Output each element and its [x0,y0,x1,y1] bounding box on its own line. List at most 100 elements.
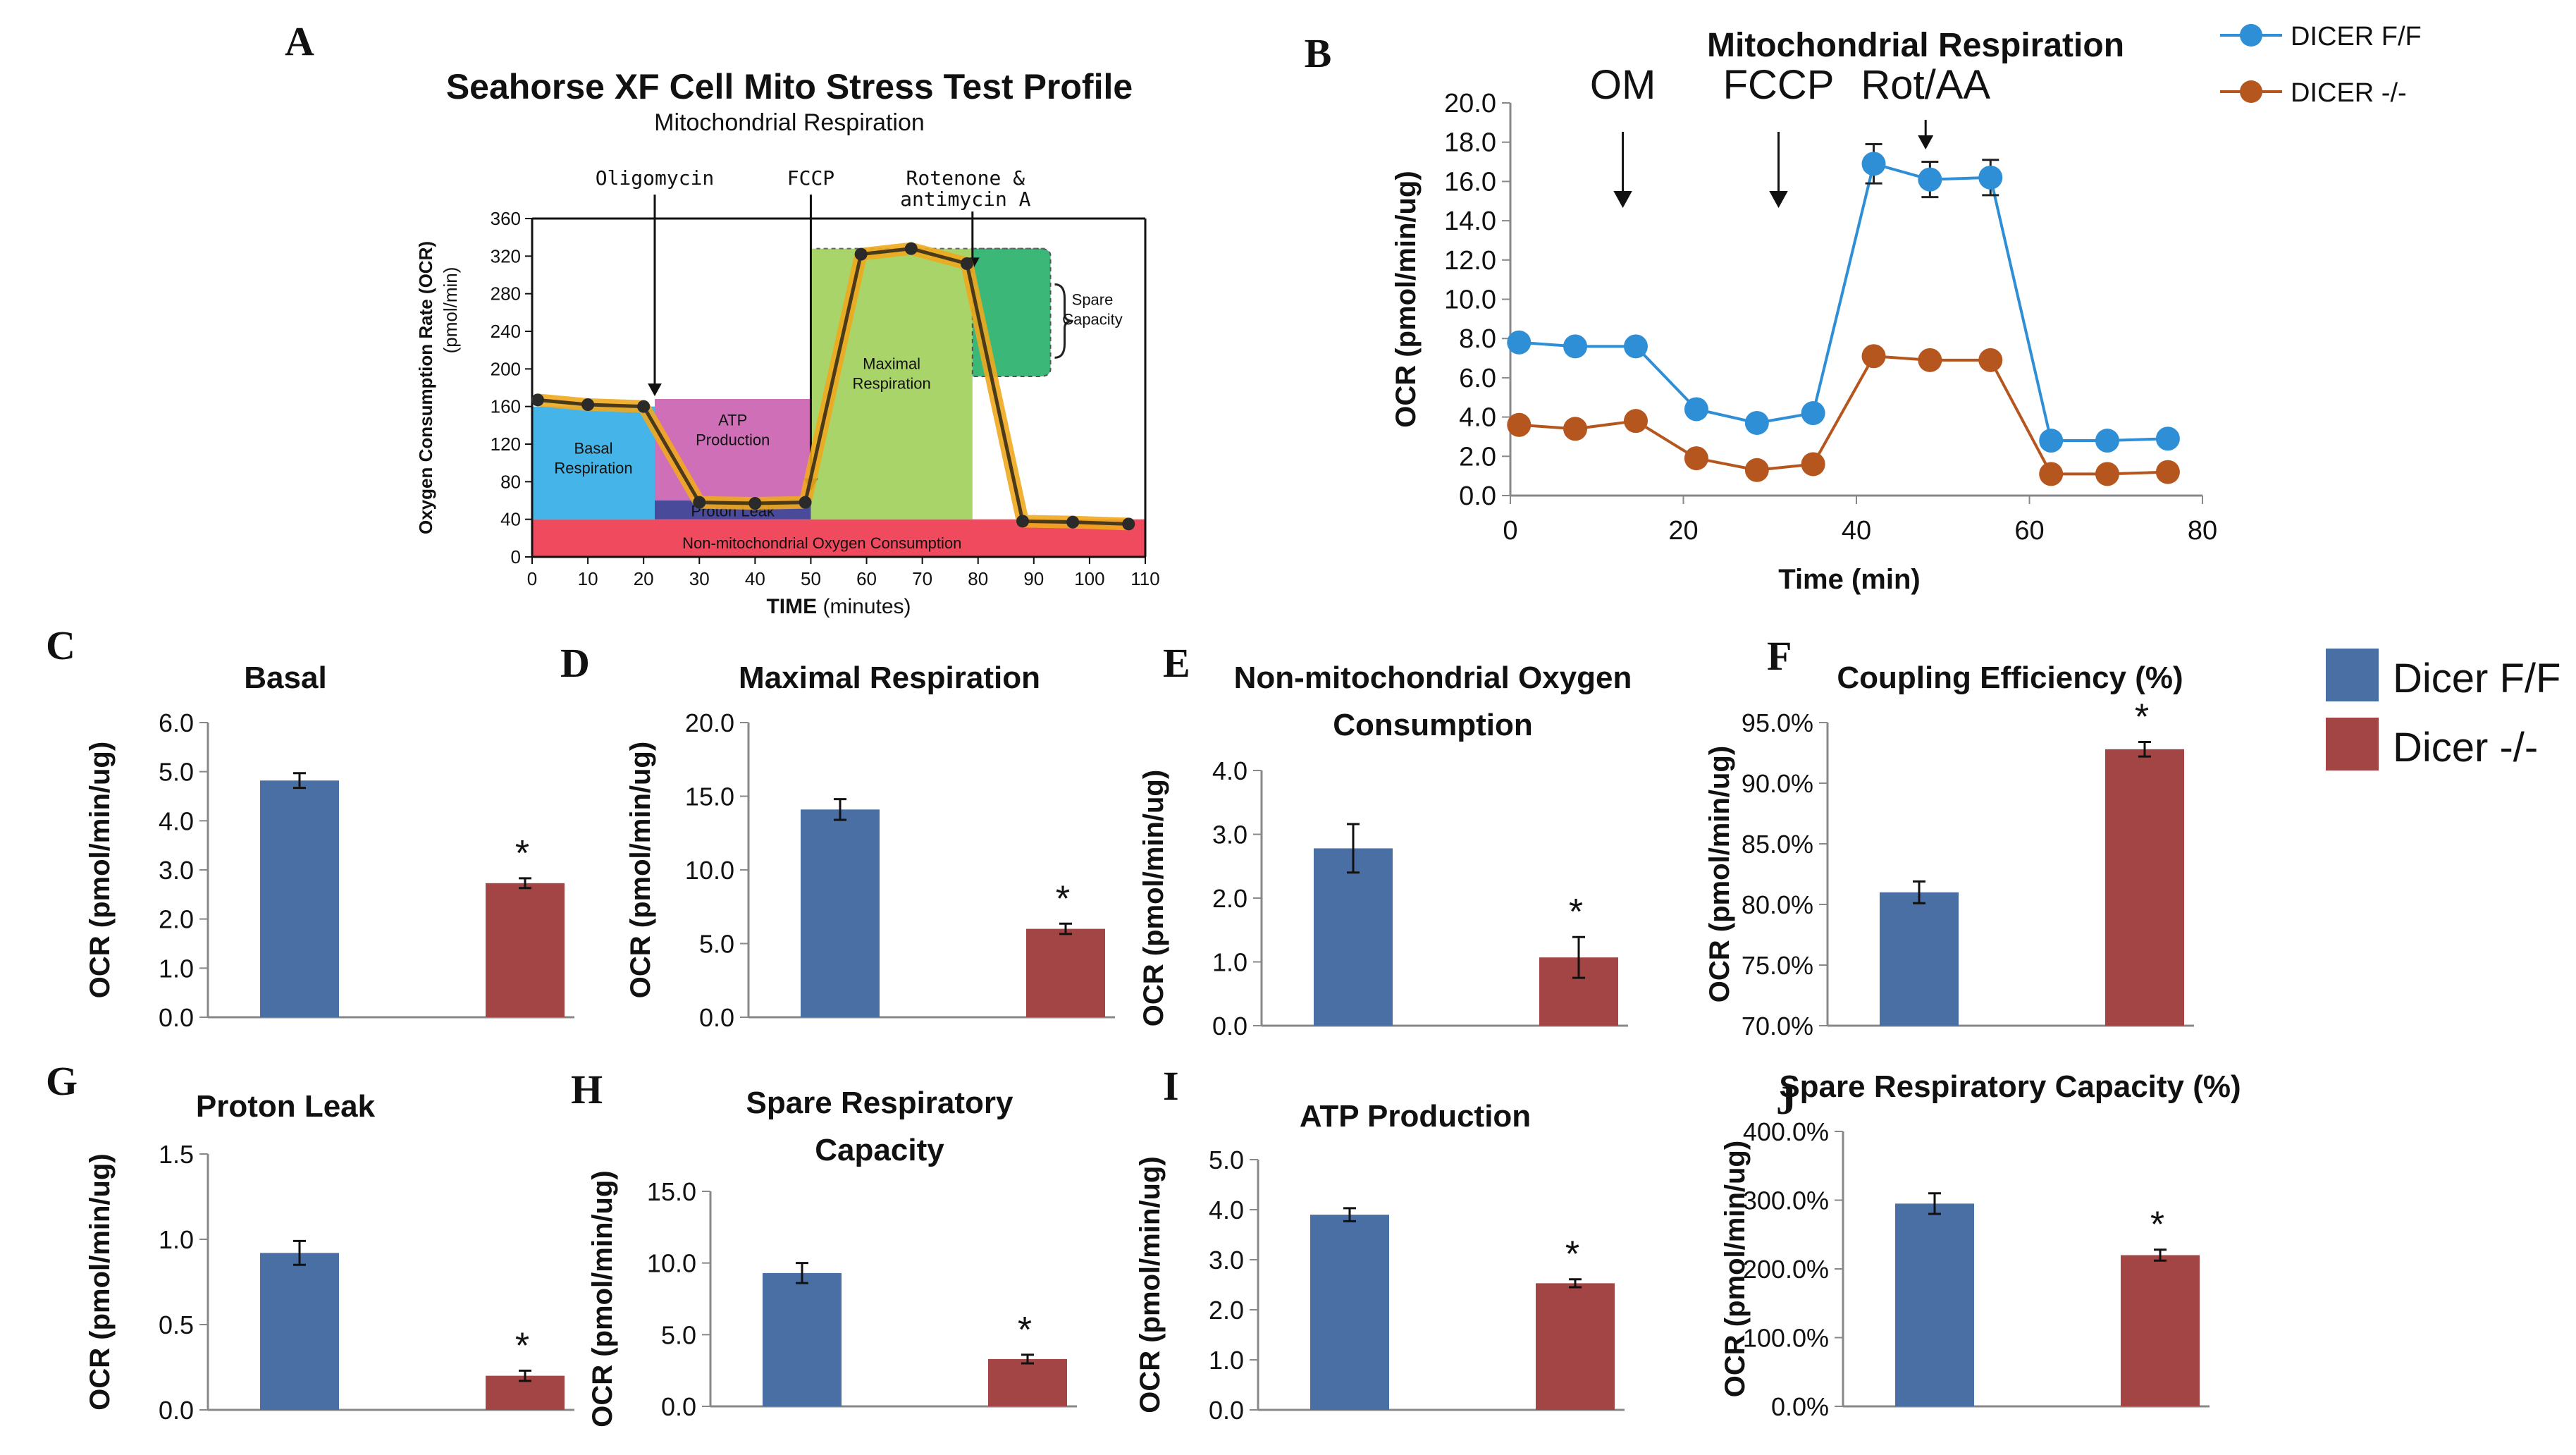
legend-label-1: DICER -/- [2291,78,2407,108]
y-tick-label-b: 10.0 [1444,286,1496,315]
panel-c: C Basal 0.0 1.0 2.0 3.0 4.0 5.0 6.0 OCR (pmol/min… [46,622,574,1032]
y-tick-label-a: 80 [500,471,521,492]
y-tick-label-a: 120 [491,434,521,455]
y-tick-label-b: 2.0 [1459,442,1496,472]
region-label-spare: Spare [1072,291,1114,309]
y-tick-label: 75.0% [1742,951,1813,980]
series-point-1 [1507,412,1532,437]
y-tick-label: 6.0 [159,708,194,737]
significance-star: * [1056,878,1070,919]
y-tick-label-a: 280 [491,283,521,305]
y-axis-label-h: OCR (pmol/min/ug) [587,1170,618,1427]
y-tick-label: 10.0 [647,1249,696,1278]
y-tick-label-b: 20.0 [1444,89,1496,118]
panel-label-g: G [46,1058,78,1104]
significance-star: * [2135,697,2149,738]
x-tick-label-a: 0 [527,568,537,589]
x-tick-label-a: 60 [856,568,877,589]
y-tick-label: 3.0 [1212,821,1247,849]
chart-title-d: Maximal Respiration [739,661,1040,695]
y-tick-label: 10.0 [685,856,734,885]
bar-dicer-ko [2105,749,2184,1026]
series-point-1 [1978,348,2003,372]
chart-title-b: Mitochondrial Respiration [1707,27,2124,64]
series-point-1 [2155,460,2180,484]
y-tick-label: 0.0 [1212,1012,1247,1040]
region-basal [532,406,655,520]
x-tick-label-a: 70 [912,568,932,589]
y-tick-label-b: 12.0 [1444,246,1496,276]
panel-g: G Proton Leak 0.0 0.5 1.0 1.5 OCR (pmol/min/ug… [46,1058,574,1425]
legend-marker-0 [2240,24,2262,47]
y-axis-label-b: OCR (pmol/min/ug) [1391,171,1422,427]
y-tick-label: 90.0% [1742,769,1813,798]
significance-star: * [515,1325,529,1366]
bar-dicer-ff [763,1272,842,1406]
y-tick-label-b: 14.0 [1444,207,1496,236]
y-tick-label: 15.0 [685,782,734,811]
series-point-1 [1744,458,1769,482]
injection-label-oligomycin: Oligomycin [596,166,715,190]
y-tick-label: 0.0 [159,1003,194,1032]
series-point-1 [1563,417,1588,441]
y-tick-label: 5.0 [1209,1146,1244,1174]
annotation-label-2: Rot/AA [1861,62,1990,108]
annotation-arrow-0-head [1613,191,1632,208]
panel-f: F Coupling Efficiency (%) 70.0% 75.0% 80.0% 8… [1704,633,2194,1040]
ocr-point [1066,515,1080,529]
y-tick-label: 4.0 [1212,756,1247,785]
series-point-0 [2155,426,2180,451]
ocr-point [1122,517,1135,531]
series-point-1 [2095,462,2119,486]
y-tick-label: 5.0 [159,758,194,787]
y-axis-label-a: Oxygen Consumption Rate (OCR) [415,241,436,534]
y-tick-label: 4.0 [159,806,194,835]
y-tick-label-a: 0 [511,546,521,567]
y-tick-label: 200.0% [1743,1255,1829,1284]
x-tick-label-b: 0 [1503,516,1517,546]
y-tick-label: 5.0 [661,1320,696,1349]
ocr-trace-line [537,247,1129,526]
bar-dicer-ff [1310,1215,1389,1410]
y-axis-label-c: OCR (pmol/min/ug) [85,742,116,998]
y-tick-label: 85.0% [1742,830,1813,859]
ocr-point [960,257,973,270]
legend-swatch-wt [2326,649,2379,701]
x-tick-label-b: 20 [1668,516,1698,546]
ocr-point [799,496,812,509]
y-tick-label: 0.5 [159,1310,194,1339]
region-label-maximal-2: Respiration [852,374,930,392]
series-point-0 [2095,429,2119,453]
region-label-atp: ATP [718,411,747,429]
x-axis-label-a: TIME (minutes) [766,595,911,618]
chart-title-e: Non-mitochondrial Oxygen [1234,661,1632,695]
series-point-1 [1684,446,1708,471]
x-tick-label-a: 100 [1074,568,1104,589]
bar-dicer-ff [1880,892,1959,1026]
significance-star: * [2150,1205,2164,1246]
series-point-0 [1744,410,1769,435]
y-tick-label-b: 6.0 [1459,364,1496,393]
y-axis-label-j: OCR (pmol/min/ug) [1720,1141,1751,1397]
annotation-arrow-2-head [1918,135,1934,149]
bar-dicer-ff [1895,1203,1974,1406]
panel-label-h: H [571,1067,603,1112]
series-point-1 [1861,344,1886,369]
y-tick-label: 0.0 [1209,1396,1244,1425]
chart-title-g: Proton Leak [196,1089,376,1124]
y-axis-label-g: OCR (pmol/min/ug) [85,1153,116,1410]
panel-h: H Spare Respiratory Capacity 0.0 5.0 10.0 15.0… [571,1067,1077,1428]
y-axis-label-a-2: (pmol/min) [440,267,461,354]
y-axis-label-i: OCR (pmol/min/ug) [1135,1156,1166,1413]
region-label-basal: Basal [574,439,612,457]
panel-label-a: A [285,18,314,64]
annotation-label-1: FCCP [1723,62,1835,108]
panel-e: E Non-mitochondrial Oxygen Consumption 0.0 1… [1138,640,1632,1040]
panel-label-i: I [1163,1063,1179,1109]
y-tick-label: 20.0 [685,708,734,737]
x-tick-label-a: 80 [968,568,988,589]
x-tick-label-a: 50 [801,568,821,589]
bar-dicer-ko [1026,928,1105,1017]
